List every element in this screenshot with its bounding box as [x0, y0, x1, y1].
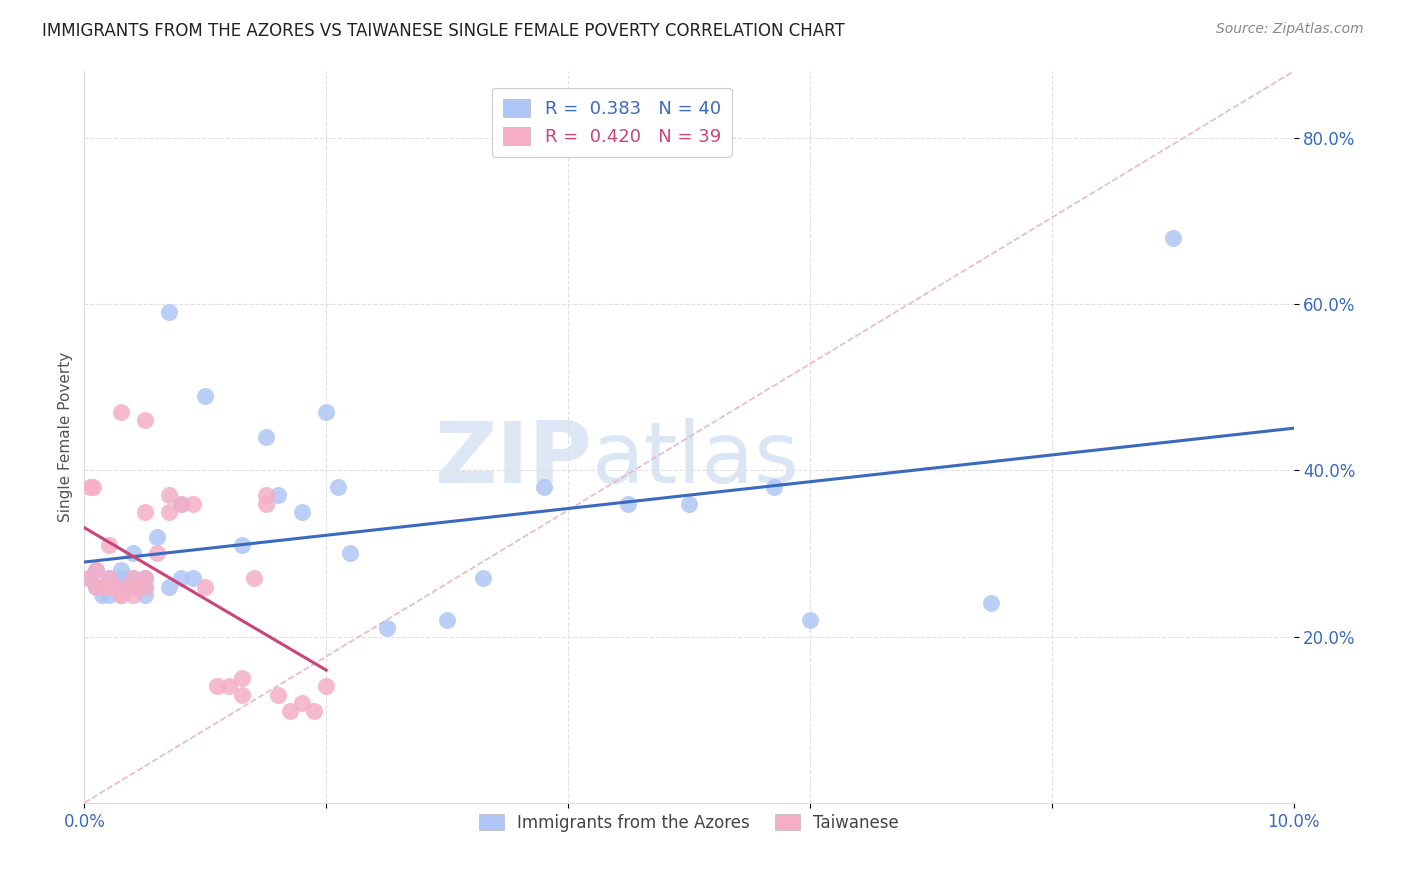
Point	[157, 580, 180, 594]
Point	[86, 580, 108, 594]
Point	[231, 688, 253, 702]
Point	[134, 571, 156, 585]
Point	[91, 588, 114, 602]
Point	[134, 588, 156, 602]
Point	[134, 571, 156, 585]
Point	[146, 546, 169, 560]
Point	[77, 571, 100, 585]
Text: atlas: atlas	[592, 417, 800, 500]
Point	[157, 488, 180, 502]
Point	[328, 480, 350, 494]
Point	[97, 580, 120, 594]
Point	[79, 480, 101, 494]
Text: IMMIGRANTS FROM THE AZORES VS TAIWANESE SINGLE FEMALE POVERTY CORRELATION CHART: IMMIGRANTS FROM THE AZORES VS TAIWANESE …	[42, 22, 845, 40]
Point	[267, 488, 290, 502]
Point	[110, 588, 132, 602]
Point	[110, 563, 132, 577]
Point	[121, 571, 143, 585]
Point	[110, 405, 132, 419]
Point	[207, 680, 229, 694]
Point	[121, 546, 143, 560]
Point	[436, 613, 458, 627]
Legend: Immigrants from the Azores, Taiwanese: Immigrants from the Azores, Taiwanese	[472, 807, 905, 838]
Point	[121, 571, 143, 585]
Point	[134, 580, 156, 594]
Point	[339, 546, 361, 560]
Point	[218, 680, 240, 694]
Point	[110, 580, 132, 594]
Point	[799, 613, 821, 627]
Point	[231, 671, 253, 685]
Point	[678, 497, 700, 511]
Point	[315, 405, 337, 419]
Point	[157, 305, 180, 319]
Point	[121, 588, 143, 602]
Point	[181, 497, 204, 511]
Point	[79, 571, 101, 585]
Point	[315, 680, 337, 694]
Point	[194, 580, 217, 594]
Point	[231, 538, 253, 552]
Point	[291, 696, 314, 710]
Point	[181, 571, 204, 585]
Point	[194, 388, 217, 402]
Point	[97, 571, 120, 585]
Point	[254, 430, 277, 444]
Point	[146, 530, 169, 544]
Point	[1161, 230, 1184, 244]
Point	[110, 571, 132, 585]
Point	[762, 480, 785, 494]
Point	[134, 413, 156, 427]
Point	[170, 497, 193, 511]
Point	[97, 588, 120, 602]
Text: ZIP: ZIP	[434, 417, 592, 500]
Point	[291, 505, 314, 519]
Point	[472, 571, 495, 585]
Point	[157, 505, 180, 519]
Point	[375, 621, 398, 635]
Point	[121, 580, 143, 594]
Point	[980, 596, 1002, 610]
Point	[254, 497, 277, 511]
Point	[110, 580, 132, 594]
Text: Source: ZipAtlas.com: Source: ZipAtlas.com	[1216, 22, 1364, 37]
Point	[97, 571, 120, 585]
Point	[86, 580, 108, 594]
Point	[617, 497, 640, 511]
Point	[91, 580, 114, 594]
Point	[302, 705, 325, 719]
Point	[170, 571, 193, 585]
Point	[242, 571, 264, 585]
Point	[97, 538, 120, 552]
Point	[86, 563, 108, 577]
Point	[134, 505, 156, 519]
Point	[121, 580, 143, 594]
Y-axis label: Single Female Poverty: Single Female Poverty	[58, 352, 73, 522]
Point	[110, 588, 132, 602]
Point	[533, 480, 555, 494]
Point	[170, 497, 193, 511]
Point	[278, 705, 301, 719]
Point	[267, 688, 290, 702]
Point	[254, 488, 277, 502]
Point	[97, 580, 120, 594]
Point	[86, 563, 108, 577]
Point	[134, 580, 156, 594]
Point	[82, 480, 104, 494]
Point	[97, 580, 120, 594]
